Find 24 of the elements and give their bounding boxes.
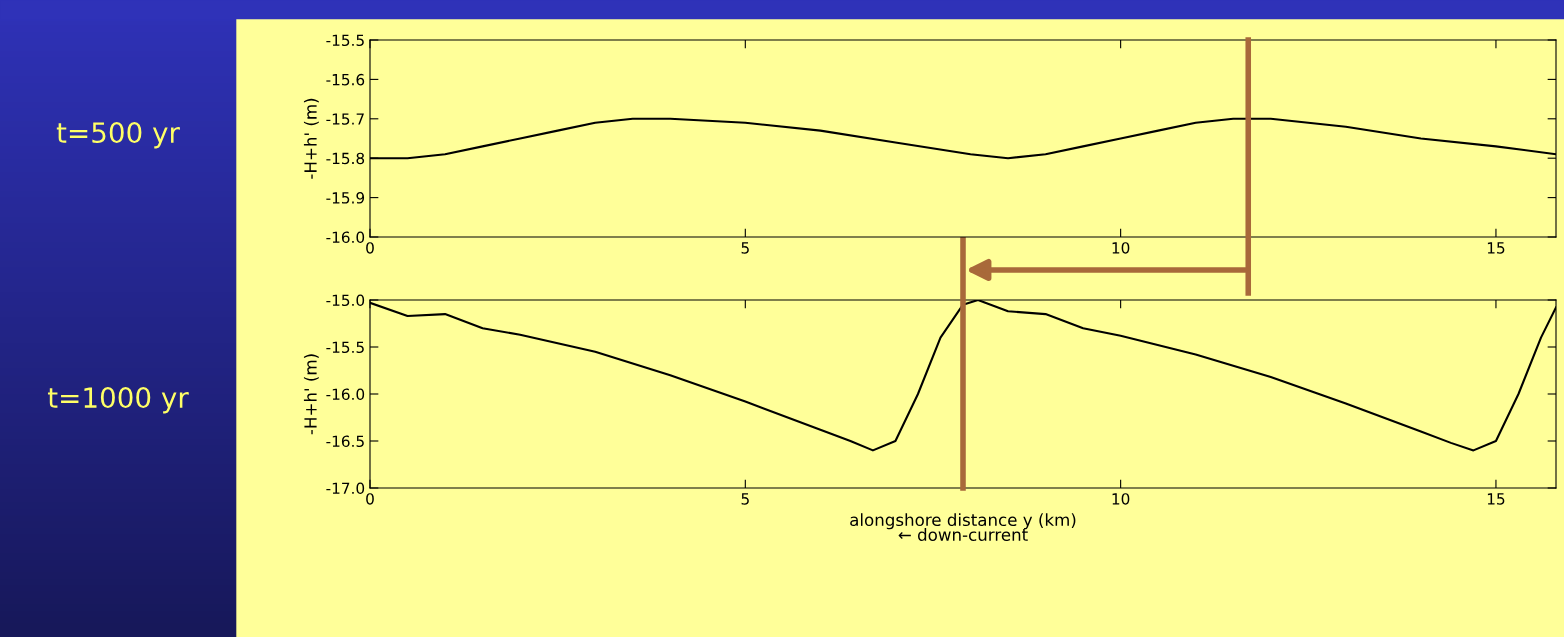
y-tick-label: -15.5 — [326, 341, 364, 354]
x-tick-label: 10 — [1112, 242, 1130, 254]
y-tick-label: -15.6 — [326, 73, 365, 86]
x-tick-label: 0 — [366, 493, 374, 505]
text: t=1000 yr — [47, 387, 189, 414]
y-tick-label: -16.0 — [326, 231, 365, 244]
y-axis-title: -H+h' (m) — [303, 354, 319, 435]
y-tick-label: -15.8 — [326, 152, 365, 165]
y-tick-label: -15.0 — [326, 294, 365, 307]
x-tick-label: 5 — [741, 242, 749, 254]
y-tick-label: -15.7 — [326, 113, 364, 125]
y-tick-label: -15.9 — [326, 192, 365, 204]
x-tick-label: 15 — [1487, 493, 1505, 505]
x-tick-label: 10 — [1112, 493, 1130, 505]
x-tick-label: 15 — [1487, 242, 1505, 254]
y-tick-label: -16.5 — [326, 435, 364, 448]
x-tick-label: 5 — [741, 493, 749, 505]
y-tick-label: -17.0 — [326, 482, 365, 495]
x-axis-title: alongshore distance y (km) ← down-current — [850, 513, 1076, 541]
y-axis-title: -H+h' (m) — [303, 98, 319, 179]
x-tick-label: 0 — [366, 242, 374, 254]
y-tick-label: -15.5 — [326, 34, 364, 47]
y-tick-label: -16.0 — [326, 388, 365, 401]
text: t=500 yr — [56, 122, 180, 149]
